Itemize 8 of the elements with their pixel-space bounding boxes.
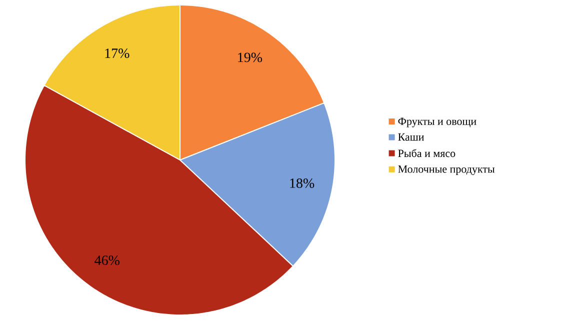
legend-label: Молочные продукты	[398, 165, 495, 176]
legend-label: Рыба и мясо	[398, 149, 456, 158]
data-label: 19%	[238, 52, 262, 62]
data-label: 18%	[290, 178, 314, 188]
legend-label: Каши	[398, 133, 424, 141]
legend-label: Фрукты и овощи	[398, 118, 476, 128]
data-label: 46%	[94, 256, 120, 266]
data-label: 17%	[105, 48, 130, 58]
